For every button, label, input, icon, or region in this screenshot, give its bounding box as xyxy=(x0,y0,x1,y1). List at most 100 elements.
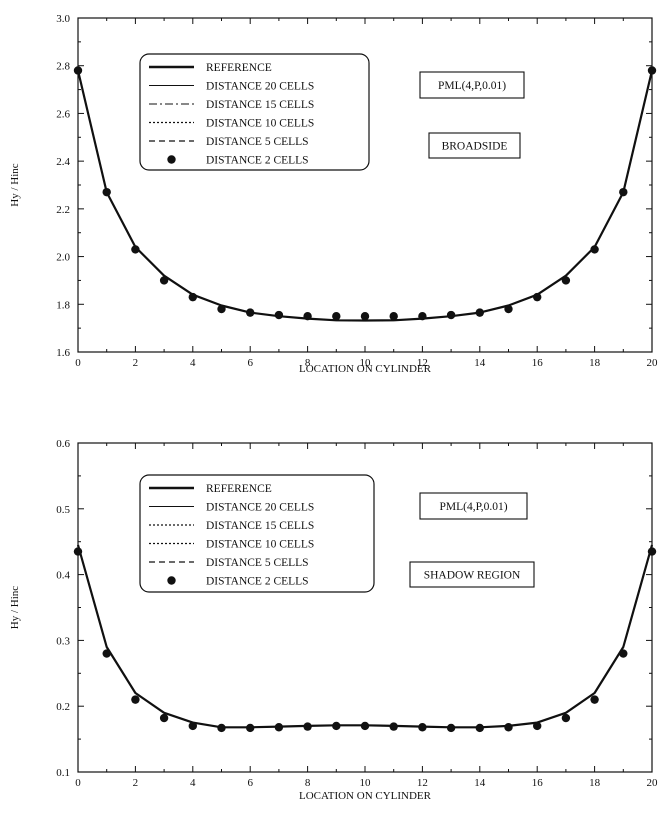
legend-label: DISTANCE 5 CELLS xyxy=(206,136,309,148)
x-tick-label: 16 xyxy=(532,777,544,789)
annotation-box xyxy=(409,561,535,588)
x-tick-label: 0 xyxy=(75,777,81,789)
data-point-distance-2 xyxy=(332,312,341,321)
y-tick-label: 0.3 xyxy=(56,635,70,647)
data-point-distance-2 xyxy=(217,723,226,733)
x-tick-label: 4 xyxy=(190,357,196,369)
data-point-distance-2 xyxy=(389,312,398,321)
data-point-distance-2 xyxy=(131,245,140,254)
legend-swatch-marker xyxy=(167,155,176,164)
data-point-distance-2 xyxy=(533,721,542,731)
y-tick-label: 2.4 xyxy=(56,156,70,168)
data-point-distance-2 xyxy=(475,308,484,317)
data-point-distance-2 xyxy=(159,276,169,285)
data-point-distance-2 xyxy=(389,722,398,731)
x-tick-label: 2 xyxy=(133,357,139,369)
x-tick-label: 4 xyxy=(190,777,196,789)
x-tick-label: 6 xyxy=(247,357,253,369)
y-axis-label: Hy / Hinc xyxy=(9,163,21,207)
data-point-distance-2 xyxy=(360,312,370,321)
data-point-distance-2 xyxy=(73,547,83,556)
y-tick-label: 3.0 xyxy=(56,13,70,25)
data-point-distance-2 xyxy=(418,312,427,321)
y-tick-label: 2.8 xyxy=(56,61,70,73)
data-point-distance-2 xyxy=(246,723,255,733)
data-point-distance-2 xyxy=(131,695,140,704)
data-point-distance-2 xyxy=(504,304,513,314)
data-point-distance-2 xyxy=(188,721,197,731)
data-point-distance-2 xyxy=(504,723,513,732)
data-point-distance-2 xyxy=(159,713,169,723)
legend-label: DISTANCE 20 CELLS xyxy=(206,81,314,93)
data-point-distance-2 xyxy=(446,310,456,320)
y-tick-label: 0.1 xyxy=(56,767,70,779)
y-tick-label: 2.0 xyxy=(56,252,70,264)
legend-label: DISTANCE 15 CELLS xyxy=(206,520,314,532)
x-tick-label: 8 xyxy=(305,357,311,369)
data-point-distance-2 xyxy=(533,292,542,302)
legend-box xyxy=(139,474,375,593)
annotation-label: PML(4,P,0.01) xyxy=(439,501,507,513)
x-tick-label: 8 xyxy=(305,777,311,789)
data-point-distance-2 xyxy=(561,713,571,723)
data-point-distance-2 xyxy=(619,649,628,658)
legend-label: DISTANCE 10 CELLS xyxy=(206,118,314,130)
data-point-distance-2 xyxy=(360,721,370,731)
legend-swatch-marker xyxy=(167,576,176,585)
data-point-distance-2 xyxy=(188,292,197,302)
x-tick-label: 0 xyxy=(75,357,81,369)
chart-2: 0 2 4 6 8 10 12 14 16 18 20 0.1 0.2 0.3 0.4 0.5 0.6 LOCAT… xyxy=(9,438,658,802)
x-tick-label: 12 xyxy=(417,777,428,789)
x-tick-label: 12 xyxy=(417,357,428,369)
annotation-box xyxy=(428,132,521,159)
series-distance-20-line xyxy=(77,70,653,321)
data-point-distance-2 xyxy=(217,304,226,314)
annotation-label: PML(4,P,0.01) xyxy=(438,80,506,92)
data-point-distance-2 xyxy=(332,721,341,731)
data-point-distance-2 xyxy=(446,723,456,733)
data-point-distance-2 xyxy=(475,723,484,733)
data-point-distance-2 xyxy=(303,722,312,731)
data-point-distance-2 xyxy=(647,66,657,75)
x-tick-label: 10 xyxy=(360,777,372,789)
data-point-distance-2 xyxy=(246,308,255,317)
data-point-distance-2 xyxy=(274,310,284,320)
data-point-distance-2 xyxy=(647,547,657,556)
y-tick-label: 2.6 xyxy=(56,108,70,120)
legend-label: DISTANCE 15 CELLS xyxy=(206,99,314,111)
y-tick-label: 1.6 xyxy=(56,347,70,359)
y-tick-label: 0.5 xyxy=(56,504,70,516)
x-tick-label: 6 xyxy=(247,777,253,789)
data-point-distance-2 xyxy=(590,695,599,704)
y-tick-label: 0.2 xyxy=(56,701,70,713)
y-axis-label: Hy / Hinc xyxy=(9,586,21,630)
x-tick-label: 14 xyxy=(474,357,486,369)
y-tick-label: 0.4 xyxy=(56,570,70,582)
data-point-distance-2 xyxy=(418,723,427,732)
x-axis-label: LOCATION ON CYLINDER xyxy=(299,363,432,375)
x-tick-label: 2 xyxy=(133,777,139,789)
legend-box xyxy=(139,53,370,171)
y-tick-label: 2.2 xyxy=(56,204,70,216)
data-point-distance-2 xyxy=(303,312,312,321)
legend-label: REFERENCE xyxy=(206,483,272,495)
data-point-distance-2 xyxy=(73,66,83,75)
data-point-distance-2 xyxy=(102,187,111,197)
legend-label: REFERENCE xyxy=(206,62,272,74)
legend-label: DISTANCE 2 CELLS xyxy=(206,576,309,588)
data-point-distance-2 xyxy=(590,245,599,254)
annotation-label: BROADSIDE xyxy=(442,141,508,153)
x-tick-label: 20 xyxy=(647,777,659,789)
x-tick-label: 14 xyxy=(474,777,486,789)
x-tick-label: 10 xyxy=(360,357,372,369)
data-point-distance-2 xyxy=(274,723,284,732)
legend-label: DISTANCE 2 CELLS xyxy=(206,155,309,167)
y-tick-label: 1.8 xyxy=(56,299,70,311)
x-tick-label: 16 xyxy=(532,357,544,369)
annotation-box xyxy=(419,71,525,99)
x-axis-label: LOCATION ON CYLINDER xyxy=(299,790,432,802)
annotation-box xyxy=(419,492,528,520)
legend-label: DISTANCE 10 CELLS xyxy=(206,539,314,551)
x-tick-label: 18 xyxy=(589,357,601,369)
